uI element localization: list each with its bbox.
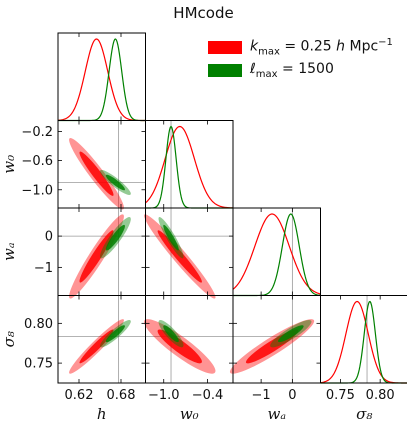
legend-entry-green: ℓmax = 1500	[208, 59, 393, 82]
x-tick-label: 0.75	[326, 388, 355, 403]
pdf-curve-green	[58, 38, 146, 122]
y-tick-label: −0.6	[21, 154, 53, 169]
contour-green-68	[163, 325, 179, 343]
y-tick-label: 0.75	[24, 357, 53, 372]
pdf-curve-red	[232, 213, 321, 295]
y-tick-label: −0.2	[21, 125, 53, 140]
x-axis-label: w₀	[180, 405, 199, 423]
figure-title: HMcode	[173, 4, 234, 22]
x-tick-label: 0.68	[107, 388, 136, 403]
x-axis-label: h	[97, 405, 107, 423]
contour-green-68	[105, 224, 125, 251]
pdf-curve-green	[145, 125, 233, 209]
contour-red-68	[79, 329, 114, 364]
x-tick-label: 0.62	[65, 388, 94, 403]
y-axis-label: σ₈	[0, 331, 18, 347]
pdf-curve-red	[145, 125, 234, 209]
pdf-curve-green	[233, 213, 321, 297]
y-tick-label: −1	[34, 261, 53, 276]
contour-red-68	[79, 151, 114, 196]
y-axis-label: w₀	[0, 155, 18, 174]
y-tick-label: −1.0	[21, 183, 53, 198]
legend-label-green: ℓmax = 1500	[250, 61, 334, 80]
y-tick-label: 0	[45, 230, 53, 245]
contour-red-68	[79, 230, 114, 283]
contour-red-68	[157, 329, 202, 364]
pdf-curve-red	[57, 38, 146, 122]
x-axis-label: σ₈	[356, 405, 372, 423]
x-tick-label: 0	[288, 388, 296, 403]
legend: kmax = 0.25 h Mpc−1 ℓmax = 1500	[208, 36, 393, 82]
panel-frame	[145, 120, 234, 209]
contour-red-68	[157, 230, 202, 283]
x-tick-label: 0.80	[366, 388, 395, 403]
y-tick-label: 0.80	[24, 317, 53, 332]
legend-swatch-red	[208, 41, 242, 54]
contour-green-68	[105, 325, 125, 343]
contour-green-68	[277, 325, 304, 343]
panel-frame	[320, 295, 407, 384]
x-tick-label: −0.4	[192, 388, 224, 403]
legend-entry-red: kmax = 0.25 h Mpc−1	[208, 36, 393, 59]
legend-label-red: kmax = 0.25 h Mpc−1	[250, 37, 393, 58]
y-axis-label: wₐ	[0, 243, 18, 261]
panel-frame	[145, 207, 234, 296]
legend-swatch-green	[208, 64, 242, 77]
x-axis-label: wₐ	[268, 405, 286, 423]
x-tick-label: −1	[252, 388, 271, 403]
x-tick-label: −1.0	[148, 388, 180, 403]
panel-frame	[57, 120, 146, 209]
contour-green-68	[105, 174, 125, 191]
contour-green-68	[163, 224, 179, 251]
